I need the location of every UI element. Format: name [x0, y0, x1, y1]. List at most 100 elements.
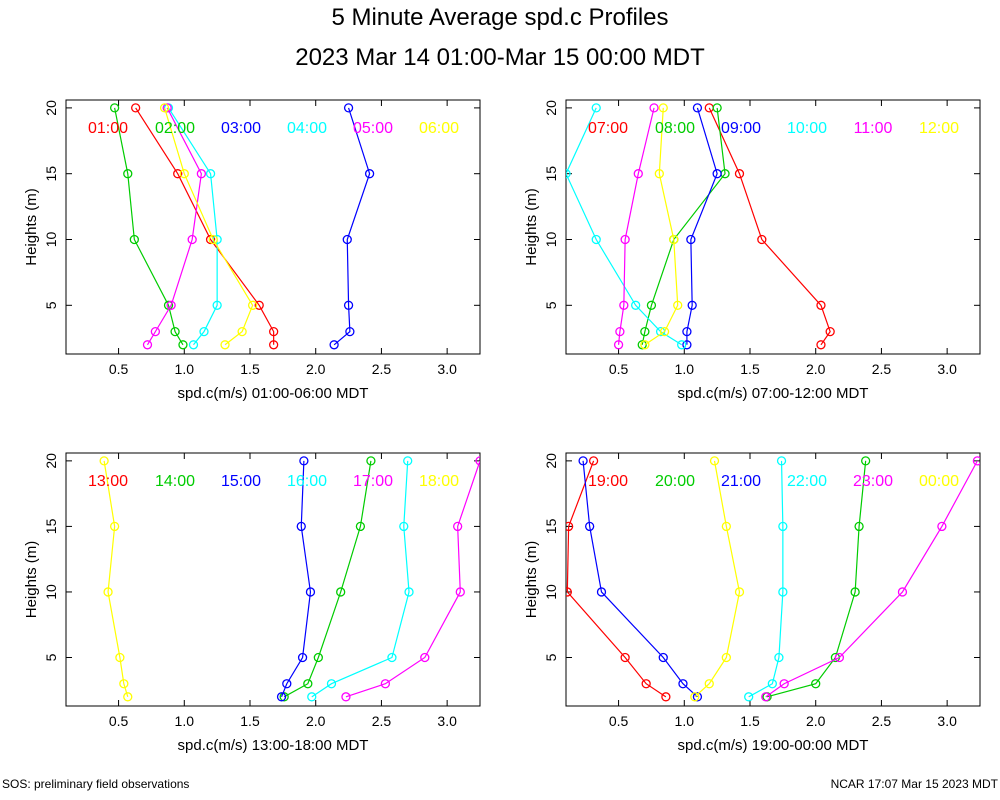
- legend-label: 09:00: [721, 120, 761, 137]
- data-point: [690, 692, 700, 702]
- x-tick-label: 1.0: [675, 713, 695, 729]
- data-point: [342, 234, 352, 245]
- data-point: [779, 679, 789, 689]
- x-tick-label: 2.5: [872, 361, 892, 377]
- legend-label: 01:00: [88, 120, 128, 137]
- data-point: [205, 169, 216, 179]
- x-tick-label: 1.0: [175, 361, 195, 377]
- series-line: [686, 107, 718, 345]
- y-axis-label: Heights (m): [523, 188, 540, 266]
- series-line: [765, 460, 978, 698]
- data-point: [269, 326, 279, 337]
- data-point: [282, 679, 292, 689]
- legend-label: 05:00: [353, 120, 393, 137]
- x-tick-label: 0.5: [609, 361, 629, 377]
- data-point: [682, 326, 692, 337]
- series-line: [766, 460, 867, 698]
- data-point: [661, 692, 671, 702]
- data-point: [313, 652, 323, 663]
- data-point: [613, 340, 624, 350]
- data-point: [343, 103, 354, 113]
- data-point: [682, 340, 692, 350]
- x-tick-label: 1.5: [240, 713, 260, 729]
- panel-3: 0.5 1.0 1.5 2.0 2.5 3.0 5 10 15 20 spd.c(m/s) 13:0…: [23, 452, 481, 754]
- data-point: [640, 340, 650, 350]
- y-tick-label: 20: [543, 453, 559, 469]
- x-axis-label: spd.c(m/s) 13:00-18:00 MDT: [178, 737, 369, 754]
- y-axis-label: Heights (m): [23, 188, 40, 266]
- legend-label: 08:00: [655, 120, 695, 137]
- data-point: [305, 587, 316, 597]
- legend-label: 07:00: [588, 120, 628, 137]
- y-tick-label: 5: [543, 301, 559, 309]
- x-tick-label: 2.5: [872, 713, 892, 729]
- data-point: [150, 326, 161, 337]
- series-line: [283, 460, 372, 698]
- data-point: [778, 587, 788, 597]
- x-tick-label: 2.0: [306, 713, 326, 729]
- x-axis-label: spd.c(m/s) 07:00-12:00 MDT: [678, 385, 869, 402]
- legend-label: 22:00: [787, 473, 827, 490]
- data-point: [761, 692, 771, 702]
- data-point: [734, 169, 745, 179]
- data-point: [850, 587, 860, 597]
- legend-label: 02:00: [155, 120, 195, 137]
- data-point: [123, 692, 133, 702]
- y-axis-label: Heights (m): [523, 541, 540, 619]
- data-point: [937, 521, 947, 532]
- data-point: [131, 103, 141, 113]
- series-line: [333, 107, 371, 346]
- data-point: [774, 652, 784, 663]
- legend-label: 03:00: [221, 120, 261, 137]
- data-point: [162, 103, 172, 113]
- data-point: [641, 679, 651, 689]
- data-point: [336, 587, 346, 597]
- data-point: [712, 169, 722, 179]
- data-point: [677, 340, 687, 350]
- plot-frame: [65, 452, 481, 707]
- data-point: [734, 587, 745, 597]
- legend-label: 18:00: [419, 473, 459, 490]
- data-point: [399, 521, 409, 532]
- data-point: [159, 103, 170, 113]
- data-point: [615, 326, 625, 337]
- data-point: [673, 300, 683, 310]
- x-tick-label: 2.0: [806, 361, 826, 377]
- data-point: [704, 679, 714, 689]
- legend-label: 20:00: [655, 473, 695, 490]
- legend-label: 06:00: [419, 120, 459, 137]
- chart-subtitle: 2023 Mar 14 01:00-Mar 15 00:00 MDT: [295, 44, 705, 71]
- data-point: [99, 456, 109, 466]
- y-tick-label: 10: [43, 584, 59, 600]
- plot-frame: [65, 99, 481, 355]
- data-point: [123, 169, 133, 179]
- series-line: [103, 460, 129, 697]
- data-point: [897, 587, 908, 597]
- data-point: [299, 456, 309, 466]
- data-point: [420, 652, 430, 663]
- data-point: [709, 456, 720, 466]
- data-point: [646, 300, 657, 310]
- data-point: [585, 521, 595, 532]
- series-line: [617, 107, 655, 345]
- data-point: [649, 103, 659, 113]
- series-line: [694, 460, 741, 698]
- data-point: [296, 521, 306, 532]
- data-point: [640, 326, 650, 337]
- y-tick-label: 20: [43, 453, 59, 469]
- data-point: [744, 692, 754, 702]
- legend-label: 04:00: [287, 120, 327, 137]
- chart-title: 5 Minute Average spd.c Profiles: [331, 4, 669, 31]
- data-point: [631, 300, 641, 310]
- panel-4: 0.5 1.0 1.5 2.0 2.5 3.0 5 10 15 20 spd.c(m/s) 19:0…: [523, 452, 981, 754]
- data-point: [343, 300, 354, 310]
- data-point: [279, 692, 289, 702]
- data-point: [721, 521, 731, 532]
- data-point: [591, 103, 601, 113]
- legend-label: 23:00: [853, 473, 893, 490]
- data-point: [129, 234, 139, 245]
- x-tick-label: 3.0: [437, 361, 457, 377]
- legend-label: 12:00: [919, 120, 959, 137]
- data-point: [588, 456, 599, 466]
- y-tick-label: 15: [543, 166, 559, 182]
